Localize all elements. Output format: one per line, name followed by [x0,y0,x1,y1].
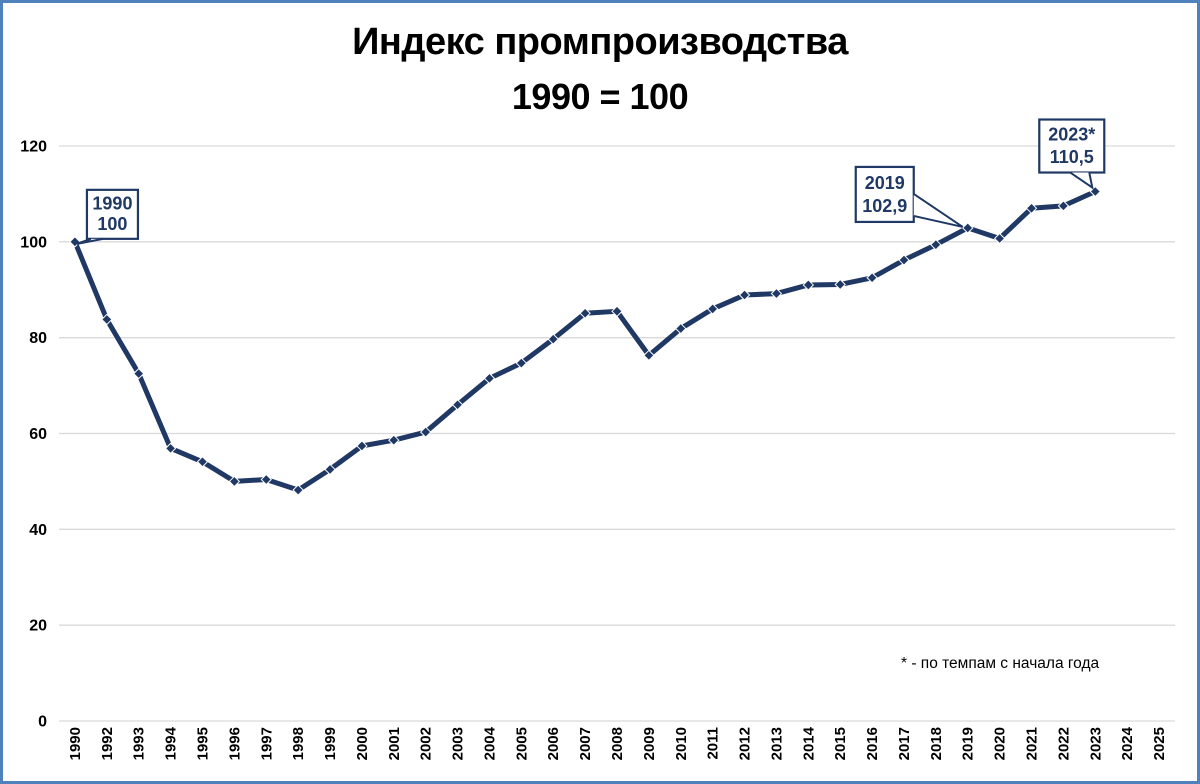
x-axis-tick-label: 2021 [1024,727,1041,760]
data-point-marker [898,254,910,266]
x-axis-tick-label: 2010 [673,727,690,760]
data-point-marker [228,475,241,488]
x-axis-tick-label: 2006 [545,727,562,760]
data-point-marker [962,222,974,234]
x-axis-tick-label: 2005 [513,727,530,760]
data-point-marker [866,272,878,284]
x-axis-tick-label: 2003 [450,727,467,760]
x-axis-tick-label: 2016 [864,727,881,760]
x-axis-tick-label: 2015 [832,727,849,760]
x-axis-tick-label: 2000 [354,727,371,760]
data-point-marker [706,303,719,315]
data-point-marker [834,278,846,291]
y-axis-tick-label: 80 [29,330,47,347]
data-point-marker [611,305,623,318]
data-point-marker [133,367,145,380]
data-point-marker [1057,200,1070,212]
callout-label: 102,9 [862,196,907,216]
callout-label: 2023* [1048,125,1095,145]
data-point-marker [324,463,336,476]
x-axis-tick-label: 2024 [1119,726,1136,760]
y-axis-tick-label: 100 [20,234,47,251]
y-axis-tick-label: 60 [29,426,47,443]
data-point-marker [547,333,559,345]
x-axis-tick-label: 1992 [99,727,116,760]
callout-label: 100 [97,214,127,234]
x-axis-tick-label: 2022 [1055,727,1072,760]
data-point-marker [1025,202,1038,214]
data-point-marker [101,313,113,326]
y-axis-tick-label: 40 [29,522,47,539]
line-chart-canvas: 0 20 40 60 80 100 120 1990 1992 1993 1994 1995 1996 1… [20,118,1175,760]
data-point-marker [164,442,177,455]
callout-label: 1990 [92,193,132,213]
data-point-marker [260,473,272,486]
series-line [72,189,1098,493]
data-point-marker [419,426,432,438]
callout-tail [1069,171,1094,190]
data-point-marker [770,287,783,300]
x-axis-tick-label: 1994 [163,726,180,760]
data-point-marker [451,399,464,411]
x-axis-tick-label: 2020 [992,727,1009,760]
data-point-marker [388,434,400,446]
x-axis-tick-label: 2023 [1087,727,1104,760]
y-axis-tick-label: 0 [38,714,47,731]
data-point-marker [738,289,751,301]
callout-box [85,188,140,240]
callout-label: 2019 [865,173,905,193]
x-axis-tick-label: 2025 [1151,727,1168,760]
chart-footnote: * - по темпам с начала года [901,655,1100,672]
x-axis-tick-label: 1999 [322,727,339,760]
x-axis-tick-label: 2009 [641,727,658,760]
data-point-marker [356,440,368,452]
x-axis-tick-label: 2017 [896,727,913,760]
data-point-marker [993,232,1006,245]
data-point-marker [196,456,209,468]
x-axis-tick-label: 1998 [290,727,307,760]
callout-label: 110,5 [1050,147,1094,167]
data-point-marker [802,279,815,291]
y-axis-tick-label: 20 [29,618,47,635]
data-point-marker [292,484,304,496]
callout-box [1038,118,1106,174]
x-axis-tick-label: 2013 [768,727,785,760]
data-point-marker [515,357,528,369]
data-point-marker [675,322,687,335]
x-axis-tick-label: 2011 [705,727,722,760]
x-axis-tick-label: 2004 [481,726,498,760]
x-axis-tick-label: 2018 [928,727,945,760]
x-axis-tick-label: 1995 [194,727,211,760]
x-axis-tick-label: 1993 [131,727,148,760]
x-axis-tick-label: 2002 [418,727,435,760]
y-axis-tick-label: 120 [20,139,47,156]
data-point-marker [930,239,942,251]
x-axis-tick-label: 2007 [577,727,594,760]
x-axis-tick-label: 1990 [67,727,84,760]
data-point-marker [483,372,496,385]
data-point-marker [579,307,591,319]
x-axis-tick-label: 2012 [737,727,754,760]
callout-tail [76,237,104,245]
data-point-marker [643,349,655,362]
x-axis-tick-label: 2001 [386,727,403,760]
callout-tail [913,193,964,228]
x-axis-tick-label: 1996 [226,727,243,760]
x-axis-tick-label: 2014 [800,726,817,760]
x-axis-tick-label: 2008 [609,727,626,760]
x-axis-tick-label: 1997 [258,727,275,760]
x-axis-tick-label: 2019 [960,727,977,760]
